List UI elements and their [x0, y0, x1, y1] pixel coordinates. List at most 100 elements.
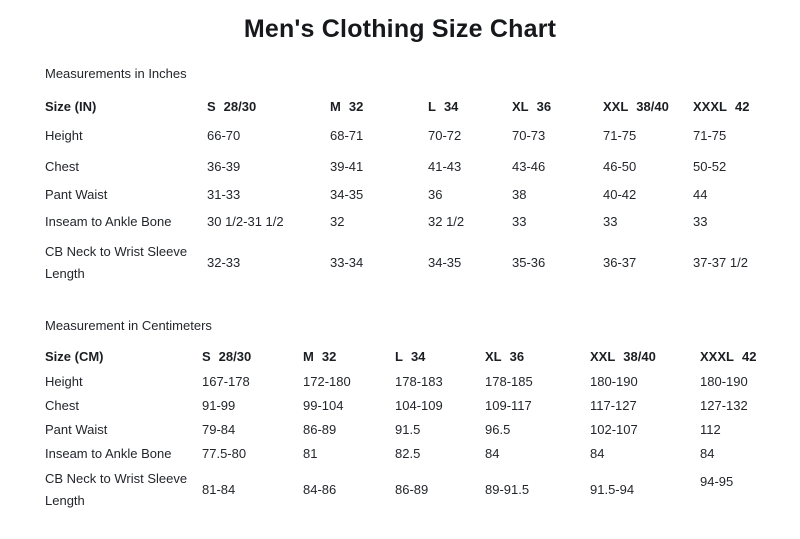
row-label: Pant Waist	[45, 186, 108, 202]
cell-value: 33	[603, 214, 618, 229]
row-label: Chest	[45, 398, 79, 413]
cell-value: 44	[693, 186, 708, 202]
cell-value: 34-35	[330, 186, 364, 202]
cell-value: 36	[428, 186, 443, 202]
cell-value: 84-86	[303, 482, 337, 497]
table-row: Height 66-70 68-71 70-72 70-73 71-75 71-75	[45, 120, 800, 152]
cell-value: 32 1/2	[428, 214, 465, 229]
cell-value: 102-107	[590, 422, 638, 437]
table-row: Chest 91-99 99-104 104-109 109-117 117-127 127…	[45, 394, 800, 418]
cell-value: 77.5-80	[202, 446, 247, 461]
row-label: Inseam to Ankle Bone	[45, 214, 172, 229]
size-number: 34	[410, 349, 426, 364]
cell-value: 172-180	[303, 374, 351, 389]
section-heading-inches: Measurements in Inches	[45, 66, 187, 81]
size-number: 42	[741, 349, 757, 364]
cell-value: 34-35	[428, 255, 462, 270]
cell-value: 68-71	[330, 128, 364, 143]
row-label: CB Neck to Wrist Sleeve Length	[45, 244, 188, 281]
cell-value: 86-89	[303, 422, 337, 437]
row-label: CB Neck to Wrist Sleeve Length	[45, 471, 188, 508]
cell-value: 39-41	[330, 159, 364, 174]
cell-value: 71-75	[603, 128, 637, 143]
size-letter: XXL	[590, 349, 616, 364]
cell-value: 84	[485, 446, 500, 461]
centimeters-section: Measurement in Centimeters Size (CM) S 28/…	[0, 318, 800, 514]
size-column-header: S 28/30	[207, 99, 330, 115]
size-letter: M	[330, 98, 341, 114]
cell-value: 112	[700, 422, 721, 437]
inches-section: Measurements in Inches Size (IN) S 28/30 M 3…	[0, 66, 800, 289]
size-letter: M	[303, 349, 314, 364]
cell-value: 180-190	[590, 374, 638, 389]
size-number: 36	[509, 349, 525, 364]
size-letter: XXL	[603, 98, 629, 114]
cell-value: 81-84	[202, 482, 236, 497]
cell-value: 84	[590, 446, 605, 461]
cell-value: 32-33	[207, 255, 241, 270]
cell-value: 36-37	[603, 255, 637, 270]
cell-value: 66-70	[207, 128, 241, 143]
cell-value: 89-91.5	[485, 482, 530, 497]
cell-value: 99-104	[303, 398, 344, 413]
cell-value: 180-190	[700, 374, 748, 389]
cell-value: 71-75	[693, 128, 727, 143]
size-letter: S	[202, 349, 211, 364]
size-column-header: M 32	[330, 99, 428, 115]
cell-value: 91-99	[202, 398, 236, 413]
table-header-row: Size (IN) S 28/30 M 32 L 34 XL 36 XXL 38/40 XXXL 42	[45, 93, 800, 120]
cell-value: 127-132	[700, 398, 748, 413]
cell-value: 36-39	[207, 159, 241, 174]
row-label: Height	[45, 374, 83, 389]
cell-value: 43-46	[512, 159, 546, 174]
size-column-header: XXXL 42	[700, 349, 800, 365]
cell-value: 91.5	[395, 422, 421, 437]
cell-value: 167-178	[202, 374, 250, 389]
cell-value: 32	[330, 214, 345, 229]
table-row: Inseam to Ankle Bone 77.5-80 81 82.5 84 84 84	[45, 442, 800, 466]
cell-value: 30 1/2-31 1/2	[207, 214, 284, 229]
cell-value: 46-50	[603, 159, 637, 174]
cell-value: 91.5-94	[590, 482, 635, 497]
cell-value: 178-183	[395, 374, 443, 389]
size-letter: XL	[512, 98, 529, 114]
size-column-header: L 34	[395, 349, 485, 365]
table-row: Chest 36-39 39-41 41-43 43-46 46-50 50-52	[45, 152, 800, 182]
table-header-row: Size (CM) S 28/30 M 32 L 34 XL 36 XXL 38/40 XXXL 42	[45, 344, 800, 370]
row-label: Chest	[45, 159, 79, 174]
cell-value: 33-34	[330, 255, 364, 270]
size-letter: L	[428, 98, 436, 114]
table-row: Pant Waist 79-84 86-89 91.5 96.5 102-107 112	[45, 418, 800, 442]
section-heading-centimeters: Measurement in Centimeters	[45, 318, 212, 333]
cell-value: 70-72	[428, 128, 462, 143]
size-letter: S	[207, 98, 216, 114]
size-column-header: XL 36	[512, 99, 603, 115]
size-letter: XXXL	[700, 349, 734, 364]
size-number: 38/40	[623, 349, 656, 364]
cell-value: 104-109	[395, 398, 443, 413]
cell-value: 81	[303, 446, 318, 461]
size-number: 36	[536, 98, 552, 114]
row-label: Inseam to Ankle Bone	[45, 446, 172, 461]
size-number: 28/30	[223, 98, 257, 114]
size-number: 34	[443, 98, 459, 114]
size-number: 32	[321, 349, 337, 364]
cell-value: 33	[512, 214, 527, 229]
cell-value: 38	[512, 186, 527, 202]
size-number: 28/30	[218, 349, 252, 364]
cell-value: 31-33	[207, 186, 241, 202]
page-title: Men's Clothing Size Chart	[243, 15, 557, 43]
size-column-header: M 32	[303, 349, 395, 365]
size-column-header: Size (CM)	[45, 349, 104, 364]
size-column-header: XXXL 42	[693, 99, 793, 115]
row-label: Height	[45, 128, 83, 143]
cell-value: 33	[693, 214, 708, 229]
cell-value: 178-185	[485, 374, 533, 389]
table-row: CB Neck to Wrist Sleeve Length 81-84 84-86…	[45, 466, 800, 514]
cell-value: 50-52	[693, 159, 727, 174]
size-column-header: XXL 38/40	[603, 99, 693, 115]
size-chart-page: Men's Clothing Size Chart Measurements i…	[0, 15, 800, 514]
centimeters-size-table: Size (CM) S 28/30 M 32 L 34 XL 36 XXL 38/40 XXXL 42 H…	[45, 344, 800, 514]
cell-value: 94-95	[700, 474, 734, 489]
cell-value: 82.5	[395, 446, 421, 461]
